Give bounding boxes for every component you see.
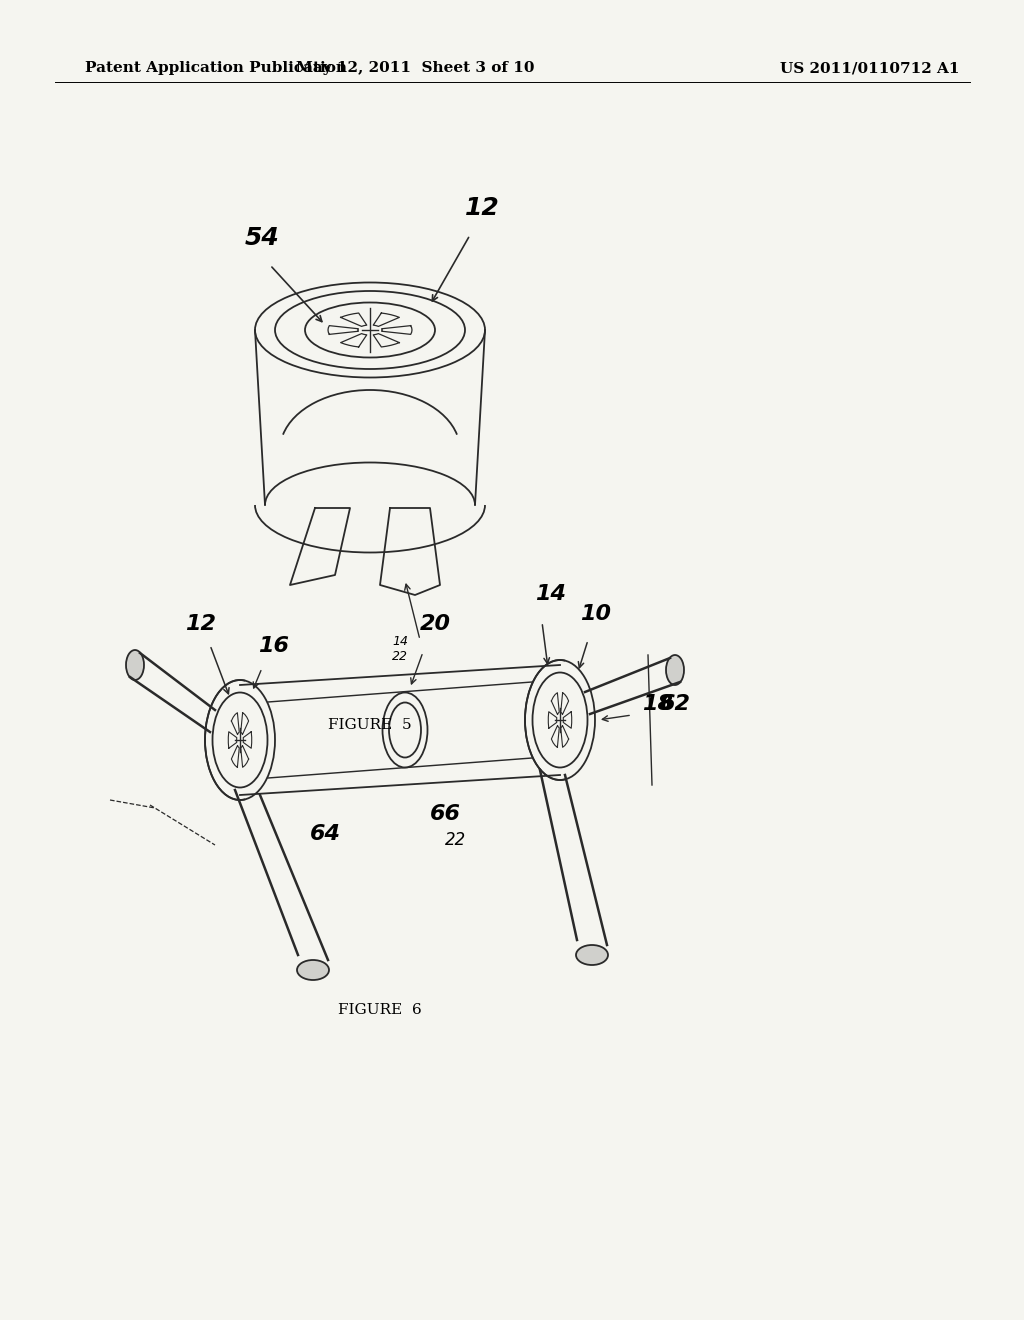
- Text: 14
22: 14 22: [392, 635, 408, 663]
- Ellipse shape: [666, 655, 684, 685]
- Text: FIGURE  6: FIGURE 6: [338, 1003, 422, 1016]
- Text: 64: 64: [310, 824, 341, 843]
- Text: 12: 12: [465, 195, 500, 220]
- Text: 16: 16: [258, 636, 289, 656]
- Text: 10: 10: [580, 605, 611, 624]
- Text: 62: 62: [660, 694, 691, 714]
- Text: Patent Application Publication: Patent Application Publication: [85, 61, 347, 75]
- Text: 54: 54: [245, 226, 280, 249]
- Text: 18: 18: [642, 694, 673, 714]
- Text: May 12, 2011  Sheet 3 of 10: May 12, 2011 Sheet 3 of 10: [296, 61, 535, 75]
- Text: 22: 22: [445, 832, 466, 849]
- Ellipse shape: [126, 649, 144, 680]
- Ellipse shape: [575, 945, 608, 965]
- Text: US 2011/0110712 A1: US 2011/0110712 A1: [780, 61, 959, 75]
- Text: 66: 66: [430, 804, 461, 824]
- Text: 20: 20: [420, 614, 451, 634]
- Ellipse shape: [297, 960, 329, 979]
- Text: FIGURE  5: FIGURE 5: [328, 718, 412, 733]
- Text: 12: 12: [185, 614, 216, 634]
- Text: 14: 14: [535, 583, 566, 605]
